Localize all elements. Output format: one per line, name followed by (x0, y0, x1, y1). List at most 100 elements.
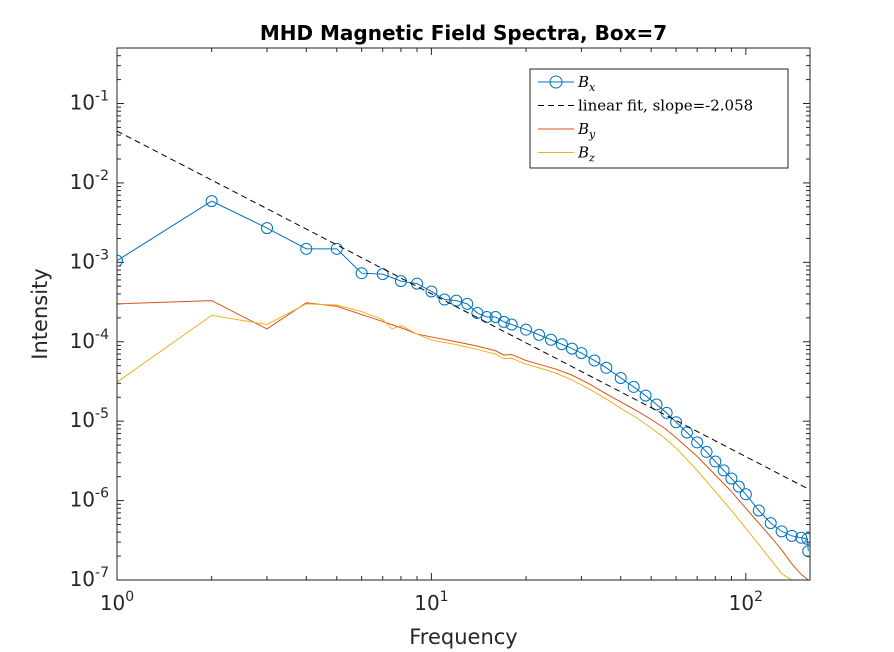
bx-data-point (438, 293, 451, 306)
bx-data-point (520, 323, 533, 336)
y-tick-label-base: 10 (70, 408, 95, 432)
bx-data-point (785, 529, 798, 542)
y-tick-label-exponent: -2 (95, 168, 109, 184)
legend-item: By (538, 120, 596, 141)
bx-data-point (544, 333, 557, 346)
bx-data-point (600, 361, 613, 374)
bx-data-point (650, 398, 663, 411)
legend-label-subscript: z (588, 152, 595, 165)
y-tick-label-base: 10 (70, 249, 95, 273)
y-axis-label: Intensity (28, 268, 52, 359)
bx-data-point (775, 525, 788, 538)
bx-data-point (801, 532, 810, 545)
bx-data-point (355, 267, 368, 280)
bx-data-point (425, 285, 438, 298)
series-line-b-z (117, 303, 793, 580)
bx-data-point (261, 222, 274, 235)
legend-label-text: B (577, 73, 589, 91)
bx-data-point (330, 242, 343, 255)
bx-data-point (700, 445, 713, 458)
axes-box (116, 47, 811, 581)
y-tick-label-exponent: -1 (95, 89, 109, 105)
y-tick-label-exponent: -7 (95, 565, 109, 581)
legend-item: linear fit, slope=-2.058 (538, 97, 753, 115)
bx-data-point (505, 318, 518, 331)
bx-data-point (732, 480, 745, 493)
series-line-b-y (117, 300, 809, 580)
chart-title: MHD Magnetic Field Spectra, Box=7 (260, 21, 667, 45)
legend-label: linear fit, slope=-2.058 (578, 97, 753, 115)
bx-data-point (627, 380, 640, 393)
bx-data-point (480, 311, 493, 323)
legend-label-subscript: y (588, 128, 596, 141)
bx-data-point (533, 328, 546, 341)
bx-data-point (670, 416, 683, 429)
y-tick-label-base: 10 (70, 567, 95, 591)
legend-label-text: linear fit, slope=-2.058 (578, 97, 753, 115)
bx-data-point (376, 268, 389, 281)
tick-marks (116, 47, 810, 581)
legend-label-subscript: x (589, 81, 596, 94)
bx-data-point (717, 464, 730, 477)
bx-data-point (117, 254, 123, 267)
legend-item: Bz (538, 144, 595, 165)
y-tick-label: 10-7 (70, 565, 109, 591)
x-tick-label: 102 (729, 589, 763, 615)
bx-data-point (764, 517, 777, 530)
bx-data-point (450, 294, 463, 307)
y-tick-label-base: 10 (70, 91, 95, 115)
x-axis-label: Frequency (409, 625, 518, 649)
bx-data-point (205, 195, 218, 208)
x-tick-label-exponent: 0 (125, 589, 134, 605)
x-tick-label-exponent: 1 (440, 589, 449, 605)
x-tick-label: 101 (414, 589, 448, 615)
bx-data-point (681, 426, 693, 439)
bx-data-point (588, 354, 601, 367)
legend-label-text: B (577, 144, 589, 162)
plot-area: 100 101 10210-710-610-510-410-310-210-1MHD… (28, 21, 811, 649)
legend-label: Bx (577, 73, 596, 94)
y-tick-label: 10-6 (70, 486, 110, 512)
series-group (117, 130, 810, 580)
y-tick-label: 10-4 (70, 327, 110, 353)
y-tick-label: 10-3 (70, 247, 109, 273)
y-tick-label-exponent: -3 (95, 247, 109, 263)
bx-data-point (739, 488, 752, 501)
y-tick-label-base: 10 (70, 170, 95, 194)
legend-item: Bx (538, 73, 596, 94)
bx-data-point (555, 338, 568, 351)
bx-data-point (614, 371, 627, 384)
bx-data-point (725, 472, 738, 485)
y-tick-label: 10-2 (70, 168, 109, 194)
bx-data-point (461, 297, 474, 310)
bx-data-point (639, 389, 652, 402)
bx-data-point (709, 455, 722, 468)
bx-data-point (691, 436, 704, 449)
y-tick-label-exponent: -6 (95, 486, 109, 502)
y-tick-label-exponent: -5 (95, 406, 109, 422)
y-tick-label-exponent: -4 (95, 327, 109, 343)
x-tick-label-exponent: 2 (754, 589, 763, 605)
bx-data-point (802, 545, 810, 558)
y-tick-label: 10-1 (70, 89, 109, 115)
legend-swatch-marker (549, 75, 563, 89)
bx-data-point (497, 315, 510, 328)
y-tick-label-base: 10 (70, 488, 95, 512)
bx-data-point (752, 504, 765, 517)
legend-label-text: B (577, 120, 589, 138)
legend-label: Bz (577, 144, 595, 165)
legend-label: By (577, 120, 596, 141)
x-tick-label-base: 10 (414, 591, 439, 615)
x-tick-label-base: 10 (100, 591, 125, 615)
bx-data-point (795, 531, 808, 544)
legend-box (529, 68, 789, 169)
bx-data-point (575, 347, 588, 360)
y-tick-label-base: 10 (70, 329, 95, 353)
bx-data-point (300, 242, 313, 255)
y-tick-label: 10-5 (70, 406, 109, 432)
x-tick-label-base: 10 (729, 591, 754, 615)
bx-data-point (394, 275, 407, 288)
